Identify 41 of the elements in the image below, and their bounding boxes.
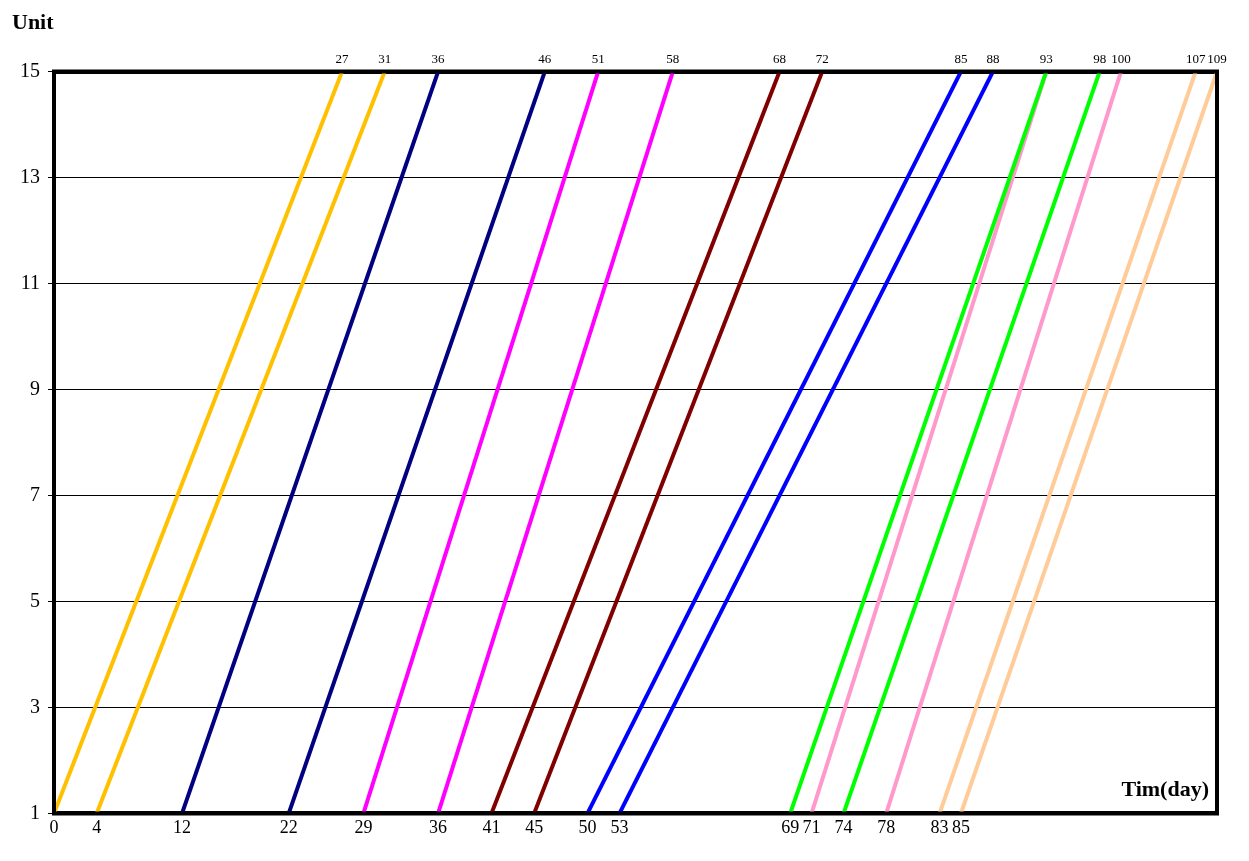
x-tick-label: 22 xyxy=(279,816,298,837)
x-tick-label: 4 xyxy=(92,816,102,837)
x-tick-label: 41 xyxy=(482,816,501,837)
x-tick-label: 36 xyxy=(429,816,448,837)
x2-tick-label: 36 xyxy=(431,51,446,67)
x2-tick-label: 98 xyxy=(1093,51,1107,67)
x-tick-label: 12 xyxy=(173,816,192,837)
x-tick-label: 53 xyxy=(610,816,629,837)
x-tick-label: 50 xyxy=(578,816,597,837)
x2-tick-label: 85 xyxy=(954,51,968,67)
x-axis-title: Tim(day) xyxy=(1121,776,1209,802)
y-tick-label: 15 xyxy=(20,58,40,81)
x-tick-label: 71 xyxy=(802,816,821,837)
x-tick-label: 83 xyxy=(930,816,949,837)
x2-tick-label: 58 xyxy=(666,51,680,67)
y-tick-label: 7 xyxy=(30,482,40,505)
y-axis-title: Unit xyxy=(12,8,55,34)
y-tick-label: 9 xyxy=(30,376,40,399)
x-tick-label: 0 xyxy=(49,816,59,837)
x2-tick-label: 51 xyxy=(591,51,605,67)
x2-tick-label: 46 xyxy=(538,51,552,67)
x-tick-label: 69 xyxy=(781,816,800,837)
x2-tick-label: 109 xyxy=(1207,51,1227,67)
x2-tick-label: 31 xyxy=(378,51,392,67)
x2-tick-label: 68 xyxy=(773,51,787,67)
x-tick-label: 74 xyxy=(834,816,853,837)
y-tick-label: 5 xyxy=(30,588,40,611)
x2-tick-label: 100 xyxy=(1111,51,1131,67)
y-tick-label: 3 xyxy=(30,694,40,717)
x2-tick-label: 72 xyxy=(815,51,829,67)
x-tick-label: 85 xyxy=(951,816,970,837)
x-tick-label: 78 xyxy=(877,816,896,837)
y-tick-label: 13 xyxy=(20,164,40,187)
y-tick-label: 11 xyxy=(20,270,40,293)
x-tick-label: 29 xyxy=(354,816,373,837)
x-tick-label: 45 xyxy=(525,816,544,837)
x2-tick-label: 27 xyxy=(335,51,350,67)
x2-tick-label: 107 xyxy=(1185,51,1206,67)
x2-tick-label: 88 xyxy=(986,51,1000,67)
y-tick-label: 1 xyxy=(30,800,40,823)
x2-tick-label: 93 xyxy=(1039,51,1053,67)
